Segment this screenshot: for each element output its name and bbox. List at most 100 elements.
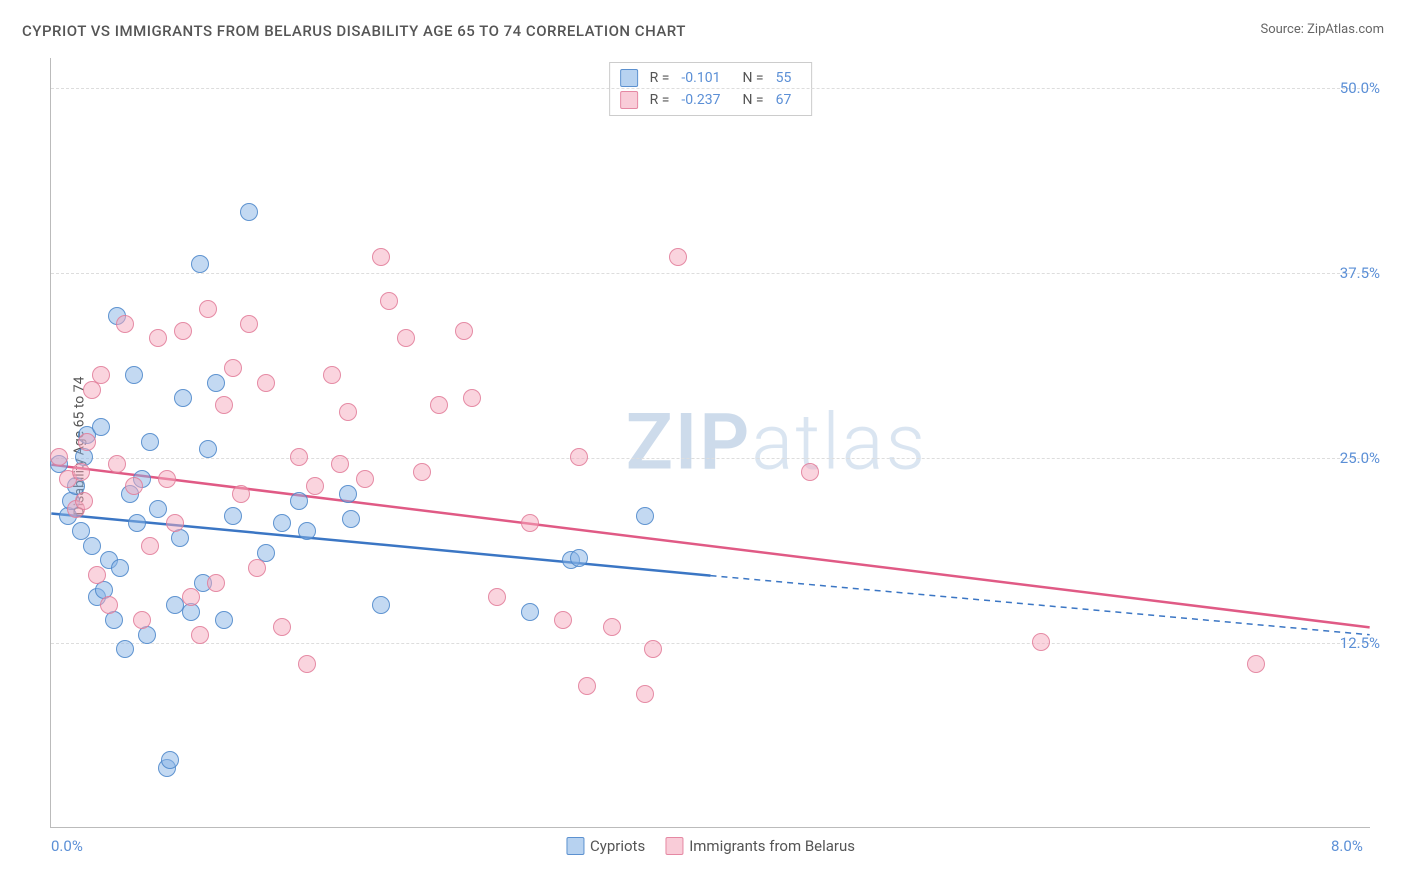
data-point xyxy=(257,374,275,392)
y-tick-label: 37.5% xyxy=(1300,264,1380,282)
data-point xyxy=(342,510,360,528)
data-point xyxy=(83,537,101,555)
scatter-plot-area: ZIPatlas R = -0.101 N = 55 R = -0.237 N … xyxy=(50,58,1370,828)
data-point xyxy=(116,640,134,658)
n-label: N = xyxy=(742,70,763,86)
gridline xyxy=(51,458,1370,459)
data-point xyxy=(430,396,448,414)
data-point xyxy=(1247,655,1265,673)
data-point xyxy=(141,433,159,451)
data-point xyxy=(578,677,596,695)
data-point xyxy=(339,485,357,503)
data-point xyxy=(207,574,225,592)
data-point xyxy=(463,389,481,407)
data-point xyxy=(149,329,167,347)
data-point xyxy=(166,514,184,532)
y-tick-label: 50.0% xyxy=(1300,79,1380,97)
data-point xyxy=(133,611,151,629)
data-point xyxy=(636,507,654,525)
data-point xyxy=(521,603,539,621)
data-point xyxy=(215,611,233,629)
data-point xyxy=(306,477,324,495)
data-point xyxy=(669,248,687,266)
data-point xyxy=(141,537,159,555)
data-point xyxy=(149,500,167,518)
source-attribution: Source: ZipAtlas.com xyxy=(1260,22,1384,37)
data-point xyxy=(108,455,126,473)
data-point xyxy=(174,322,192,340)
data-point xyxy=(92,366,110,384)
data-point xyxy=(570,549,588,567)
data-point xyxy=(488,588,506,606)
data-point xyxy=(224,507,242,525)
data-point xyxy=(240,203,258,221)
data-point xyxy=(128,514,146,532)
x-tick-label: 0.0% xyxy=(51,837,83,855)
watermark: ZIPatlas xyxy=(626,397,927,488)
source-name: ZipAtlas.com xyxy=(1307,22,1384,37)
data-point xyxy=(636,685,654,703)
legend-swatch-pink xyxy=(665,837,683,855)
watermark-bold: ZIP xyxy=(626,397,752,488)
data-point xyxy=(158,470,176,488)
legend-item-belarus: Immigrants from Belarus xyxy=(665,837,855,855)
gridline xyxy=(51,88,1370,89)
trend-lines-svg xyxy=(51,58,1370,827)
data-point xyxy=(125,477,143,495)
data-point xyxy=(125,366,143,384)
y-tick-label: 12.5% xyxy=(1300,634,1380,652)
legend-label-cypriots: Cypriots xyxy=(590,837,645,855)
data-point xyxy=(215,396,233,414)
data-point xyxy=(644,640,662,658)
source-prefix: Source: xyxy=(1260,22,1307,37)
data-point xyxy=(372,596,390,614)
data-point xyxy=(323,366,341,384)
data-point xyxy=(397,329,415,347)
data-point xyxy=(174,389,192,407)
data-point xyxy=(166,596,184,614)
legend-row-cypriots: R = -0.101 N = 55 xyxy=(620,67,802,89)
r-value-belarus: -0.237 xyxy=(681,92,720,108)
data-point xyxy=(298,522,316,540)
n-value-belarus: 67 xyxy=(776,92,792,108)
legend-row-belarus: R = -0.237 N = 67 xyxy=(620,89,802,111)
chart-title: CYPRIOT VS IMMIGRANTS FROM BELARUS DISAB… xyxy=(22,22,686,40)
data-point xyxy=(570,448,588,466)
data-point xyxy=(116,315,134,333)
data-point xyxy=(78,433,96,451)
data-point xyxy=(356,470,374,488)
data-point xyxy=(603,618,621,636)
data-point xyxy=(75,492,93,510)
data-point xyxy=(191,626,209,644)
data-point xyxy=(232,485,250,503)
n-value-cypriots: 55 xyxy=(776,70,792,86)
data-point xyxy=(182,588,200,606)
data-point xyxy=(72,463,90,481)
r-label: R = xyxy=(650,92,670,108)
data-point xyxy=(521,514,539,532)
data-point xyxy=(207,374,225,392)
legend-swatch-blue xyxy=(620,69,638,87)
x-tick-label: 8.0% xyxy=(1331,837,1363,855)
data-point xyxy=(50,448,68,466)
data-point xyxy=(88,566,106,584)
legend-swatch-pink xyxy=(620,91,638,109)
data-point xyxy=(554,611,572,629)
legend-item-cypriots: Cypriots xyxy=(566,837,645,855)
data-point xyxy=(290,492,308,510)
data-point xyxy=(413,463,431,481)
y-tick-label: 25.0% xyxy=(1300,449,1380,467)
legend-correlation-box: R = -0.101 N = 55 R = -0.237 N = 67 xyxy=(609,62,813,116)
data-point xyxy=(298,655,316,673)
data-point xyxy=(290,448,308,466)
legend-swatch-blue xyxy=(566,837,584,855)
data-point xyxy=(248,559,266,577)
data-point xyxy=(92,418,110,436)
r-value-cypriots: -0.101 xyxy=(681,70,720,86)
data-point xyxy=(273,618,291,636)
legend-label-belarus: Immigrants from Belarus xyxy=(689,837,855,855)
data-point xyxy=(199,440,217,458)
data-point xyxy=(801,463,819,481)
watermark-light: atlas xyxy=(751,397,927,488)
data-point xyxy=(455,322,473,340)
